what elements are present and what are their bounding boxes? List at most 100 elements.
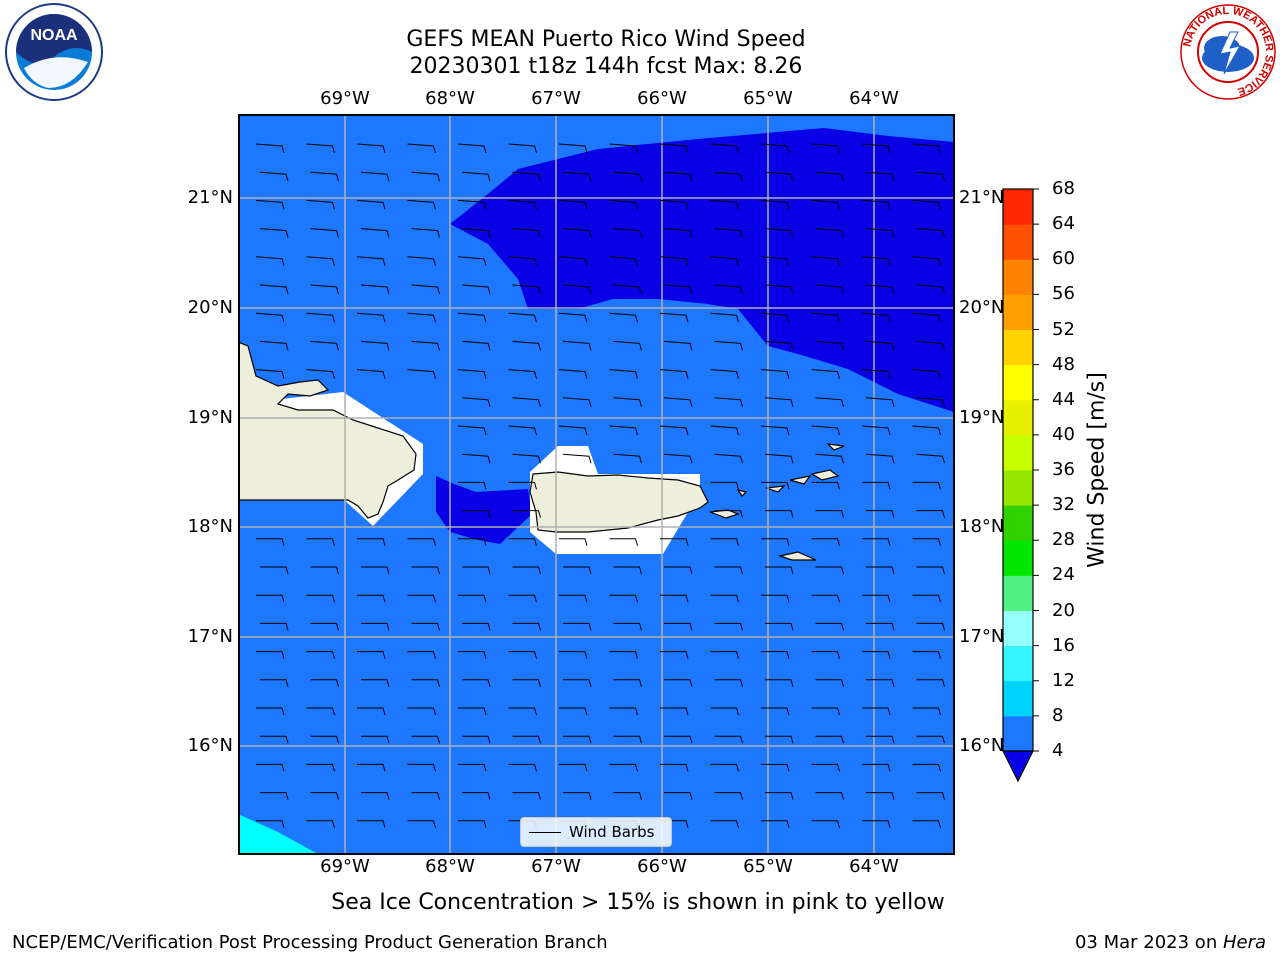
wind-barb (815, 284, 844, 295)
wind-barb (563, 792, 592, 800)
wind-barb (609, 763, 638, 772)
wind-barb (710, 143, 739, 154)
wind-barb (462, 792, 491, 800)
wind-barb (562, 284, 592, 295)
legend-label: Wind Barbs (569, 823, 655, 841)
wind-barb (865, 284, 895, 295)
wind-barb (866, 679, 895, 687)
wind-barb (815, 792, 844, 800)
colorbar-title: Wind Speed [m/s] (1084, 372, 1110, 568)
wind-barb (916, 453, 945, 464)
colorbar-tick-label: 12 (1052, 669, 1075, 691)
sea-ice-note: Sea Ice Concentration > 15% is shown in … (331, 890, 945, 915)
wind-barb (613, 397, 642, 407)
wind-barb (310, 340, 339, 351)
wind-barb (558, 256, 588, 266)
wind-barb (461, 228, 491, 238)
wind-barb (916, 171, 945, 182)
lat-label-left: 17°N (187, 626, 233, 647)
wind-barb (815, 171, 844, 182)
wind-barb (260, 735, 289, 744)
wind-barb (356, 369, 386, 379)
wind-barb (912, 369, 941, 379)
wind-barb (613, 622, 642, 631)
lon-label-top: 66°W (637, 88, 687, 109)
colorbar-segment (1003, 715, 1033, 752)
wind-barb (559, 763, 588, 772)
wind-barb (714, 792, 743, 800)
colorbar-segment (1003, 575, 1033, 611)
wind-barb (407, 256, 436, 266)
wind-barb (306, 651, 335, 659)
wind-barb (912, 143, 941, 154)
wind-barb (306, 594, 335, 603)
wind-barb (411, 340, 440, 351)
wind-barb (710, 199, 739, 210)
colorbar-tick-label: 40 (1052, 423, 1075, 445)
colorbar-tick-label: 36 (1052, 459, 1075, 480)
wind-barb (912, 651, 941, 659)
wind-barb (609, 143, 638, 154)
wind-barb (508, 651, 537, 659)
low-wind-region-north (450, 128, 954, 412)
wind-barb (765, 792, 794, 800)
wind-barb (663, 171, 693, 182)
colorbar-extend-triangle (1002, 750, 1034, 783)
wind-barb (508, 763, 537, 772)
wind-barb (811, 707, 840, 716)
wind-barb (815, 228, 844, 238)
wind-barb (356, 143, 386, 154)
wind-barb (609, 594, 638, 603)
wind-barb (512, 622, 541, 631)
wind-barb (458, 481, 487, 490)
lon-label-top: 67°W (531, 88, 581, 109)
wind-barb (310, 679, 339, 687)
wind-barb (765, 679, 794, 687)
wind-barb (512, 171, 541, 182)
wind-barb (714, 397, 743, 407)
wind-barb (916, 397, 945, 407)
wind-barb (256, 763, 285, 772)
wind-barb (609, 312, 638, 323)
wind-barb (512, 510, 541, 518)
wind-barb (458, 651, 487, 659)
colorbar-segment (1003, 540, 1033, 576)
wind-barb (714, 735, 743, 744)
wind-barb (461, 453, 491, 464)
colorbar-tick-label: 32 (1052, 494, 1075, 516)
colorbar-segment (1003, 470, 1033, 506)
wind-barb (461, 397, 491, 407)
wind-barb (609, 425, 638, 436)
wind-barb (764, 397, 794, 407)
noaa-logo: NOAA (5, 3, 103, 101)
wind-barb (811, 199, 840, 210)
wind-barb (259, 171, 289, 182)
wind-barb (764, 340, 794, 351)
wind-barb (916, 566, 945, 575)
wind-barb (861, 199, 891, 210)
wind-barb (663, 397, 693, 407)
wind-barb (260, 679, 289, 687)
wind-barb (563, 735, 592, 744)
wind-barb (512, 453, 541, 464)
wind-barb (512, 735, 541, 744)
colorbar-tick-label: 64 (1052, 213, 1075, 235)
wind-barb (360, 340, 390, 351)
wind-barb (562, 453, 592, 464)
wind-barb (710, 256, 739, 266)
wind-barb (663, 340, 693, 351)
lon-label-bottom: 67°W (531, 856, 581, 877)
wind-barb (407, 594, 436, 603)
lat-label-right: 19°N (959, 407, 1005, 428)
wind-barb (710, 707, 739, 716)
wind-barb (811, 481, 840, 490)
wind-barb (462, 679, 491, 687)
lon-label-bottom: 69°W (320, 856, 370, 877)
wind-barb (357, 651, 386, 659)
wind-barb (761, 707, 790, 716)
wind-barb (562, 397, 592, 407)
wind-barb (512, 792, 541, 800)
wind-barb (360, 228, 390, 238)
wind-barb (862, 763, 891, 772)
wind-barb (512, 679, 541, 687)
